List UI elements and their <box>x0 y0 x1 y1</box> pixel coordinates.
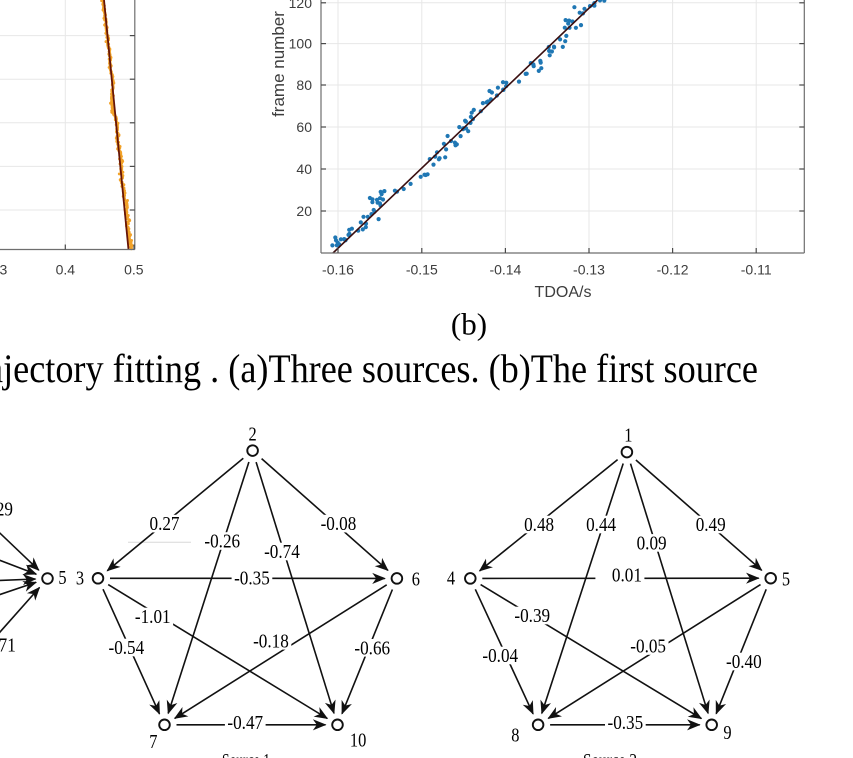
svg-text:0.4: 0.4 <box>56 262 76 278</box>
svg-text:4: 4 <box>447 569 455 590</box>
svg-text:6: 6 <box>412 570 420 591</box>
svg-text:100: 100 <box>289 36 313 52</box>
svg-text:-0.40: -0.40 <box>726 652 762 673</box>
svg-text:-0.11: -0.11 <box>741 262 772 278</box>
svg-text:-0.15: -0.15 <box>406 262 438 278</box>
svg-text:-0.26: -0.26 <box>204 532 240 553</box>
svg-text:40: 40 <box>296 161 312 177</box>
svg-text:0.09: 0.09 <box>637 533 667 554</box>
svg-text:0.49: 0.49 <box>696 515 726 536</box>
svg-text:-0.54: -0.54 <box>109 638 145 659</box>
svg-text:0.5: 0.5 <box>124 262 144 278</box>
svg-text:20: 20 <box>296 203 312 219</box>
svg-text:-0.04: -0.04 <box>482 646 518 667</box>
svg-text:Source 1: Source 1 <box>222 751 270 758</box>
svg-text:9: 9 <box>723 723 731 744</box>
svg-text:60: 60 <box>296 119 312 135</box>
svg-text:-0.13: -0.13 <box>573 262 605 278</box>
svg-text:0.48: 0.48 <box>524 515 554 536</box>
svg-text:0.3: 0.3 <box>0 262 7 278</box>
svg-text:0.27: 0.27 <box>150 514 180 535</box>
svg-text:-0.39: -0.39 <box>514 606 550 627</box>
svg-text:1: 1 <box>624 425 632 446</box>
svg-text:8: 8 <box>511 725 519 746</box>
svg-text:0.29: 0.29 <box>0 500 13 521</box>
svg-text:TDOA/s: TDOA/s <box>535 284 592 301</box>
svg-text:-1.01: -1.01 <box>135 607 171 628</box>
svg-text:-0.74: -0.74 <box>264 542 300 563</box>
svg-text:10: 10 <box>350 731 366 752</box>
svg-text:-0.47: -0.47 <box>227 713 263 734</box>
svg-text:-0.05: -0.05 <box>630 637 666 658</box>
svg-text:frame number: frame number <box>269 11 288 117</box>
svg-text:-0.35: -0.35 <box>608 713 644 734</box>
svg-text:-0.66: -0.66 <box>354 638 390 659</box>
svg-text:0.01: 0.01 <box>612 566 642 587</box>
svg-text:-0.14: -0.14 <box>489 262 521 278</box>
svg-text:5: 5 <box>58 568 66 589</box>
svg-text:0.44: 0.44 <box>586 515 616 536</box>
svg-text:-0.71: -0.71 <box>0 635 16 656</box>
svg-text:(b): (b) <box>451 307 487 342</box>
svg-text:-0.18: -0.18 <box>253 631 289 652</box>
svg-text:80: 80 <box>296 77 312 93</box>
svg-text:-0.12: -0.12 <box>657 262 689 278</box>
svg-text:-0.35: -0.35 <box>234 569 270 590</box>
svg-text:ajectory fitting . (a)Three so: ajectory fitting . (a)Three sources. (b)… <box>0 346 758 391</box>
svg-text:2: 2 <box>249 424 257 445</box>
svg-text:-0.08: -0.08 <box>321 514 357 535</box>
svg-text:7: 7 <box>149 732 157 753</box>
svg-text:120: 120 <box>289 0 313 11</box>
svg-text:3: 3 <box>76 569 84 590</box>
svg-text:-0.16: -0.16 <box>322 262 354 278</box>
svg-text:Source 2: Source 2 <box>583 751 637 758</box>
svg-text:5: 5 <box>782 570 790 591</box>
